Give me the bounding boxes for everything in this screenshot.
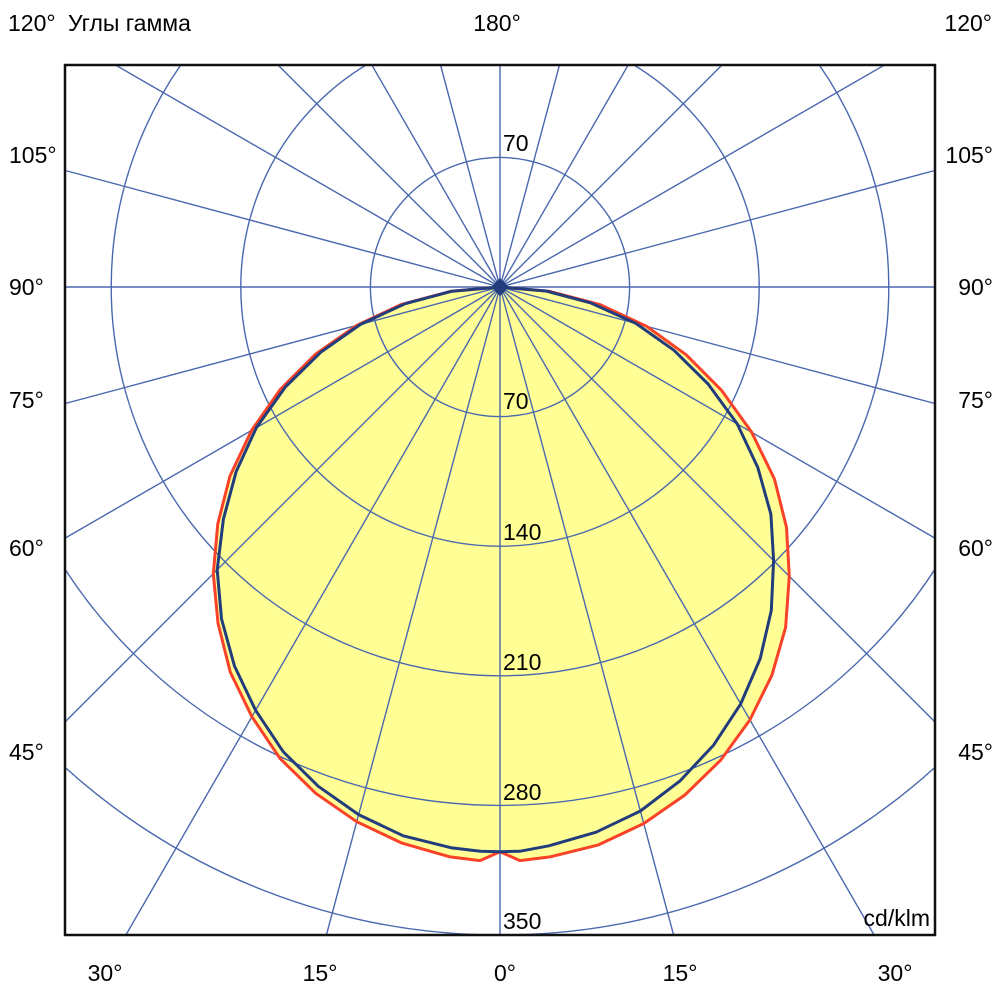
- gamma-label-top-right: 120°: [944, 10, 992, 36]
- grid-ray-285: [65, 286, 501, 405]
- curve-navy: [215, 285, 776, 854]
- gamma-label-bottom-30l: 30°: [88, 960, 123, 986]
- grid-ray-195: [439, 65, 501, 288]
- gamma-label-bottom-15r: 15°: [663, 960, 698, 986]
- grid-ray-165: [499, 65, 561, 288]
- grid-ray-315: [65, 286, 501, 723]
- grid-ray-15: [499, 286, 675, 935]
- grid-ray-45: [499, 286, 935, 723]
- grid-ray-345: [325, 286, 501, 935]
- radial-tick-label-70-top: 70: [503, 130, 529, 156]
- radial-tick-label-350: 350: [503, 908, 541, 934]
- unit-label: cd/klm: [864, 905, 930, 931]
- grid-ray-105: [499, 169, 935, 288]
- labels-layer: 120° Углы гамма 180° 120° 105° 90° 75° 6…: [8, 10, 993, 986]
- gamma-label-left-45: 45°: [9, 739, 44, 765]
- gamma-label-bottom-0: 0°: [494, 960, 516, 986]
- gamma-label-right-45: 45°: [958, 739, 993, 765]
- gamma-label-right-90: 90°: [958, 274, 993, 300]
- plot-border: [63, 63, 937, 937]
- radial-tick-label-210: 210: [503, 649, 541, 675]
- gamma-label-right-105: 105°: [945, 142, 993, 168]
- gamma-label-left-75: 75°: [9, 387, 44, 413]
- grid-ray-75: [499, 286, 935, 405]
- gamma-label-right-75: 75°: [958, 387, 993, 413]
- radial-tick-label-70: 70: [503, 388, 529, 414]
- gamma-label-bottom-30r: 30°: [878, 960, 913, 986]
- gamma-label-right-60: 60°: [958, 535, 993, 561]
- grid-ray-210: [371, 65, 501, 288]
- gamma-label-left-60: 60°: [9, 535, 44, 561]
- radial-tick-label-280: 280: [503, 779, 541, 805]
- grid-ray-240: [114, 65, 501, 288]
- chart-title: Углы гамма: [68, 10, 191, 36]
- radial-tick-label-140: 140: [503, 519, 541, 545]
- grid-ray-330: [125, 286, 501, 935]
- grid-ray-225: [277, 65, 501, 288]
- grid-ray-300: [65, 286, 501, 539]
- gamma-label-left-90: 90°: [9, 274, 44, 300]
- grid-ray-60: [499, 286, 935, 539]
- gamma-label-left-105: 105°: [9, 142, 57, 168]
- grid-ray-255: [65, 169, 501, 288]
- gamma-label-top-left: 120°: [8, 10, 56, 36]
- grid-ray-135: [499, 65, 723, 288]
- gamma-label-top-center: 180°: [473, 10, 521, 36]
- intensity-curves: [211, 278, 791, 863]
- pole-marker: [491, 278, 509, 296]
- gamma-label-bottom-15l: 15°: [303, 960, 338, 986]
- grid-ray-120: [499, 65, 886, 288]
- grid-ray-150: [499, 65, 629, 288]
- grid-ray-30: [499, 286, 875, 935]
